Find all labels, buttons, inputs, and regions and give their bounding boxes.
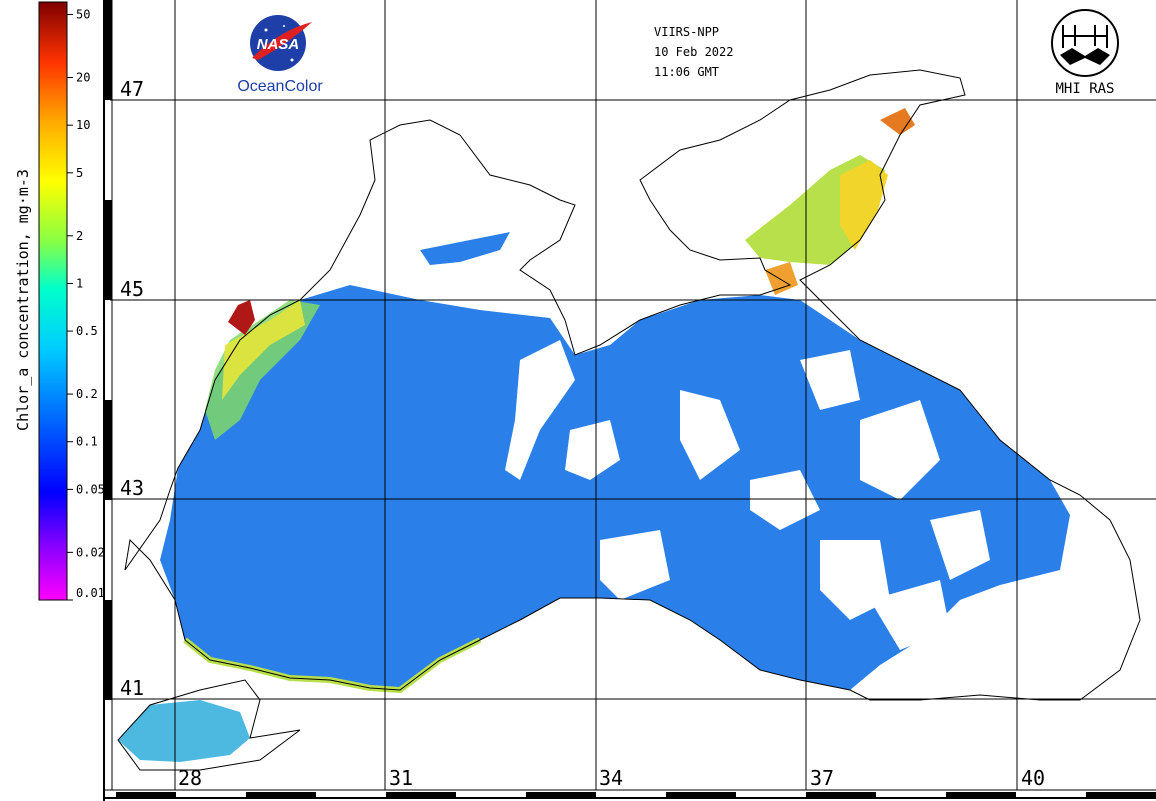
colorbar-tick-label: 0.05 [76,482,105,496]
colorbar-tick-label: 0.02 [76,545,105,559]
cloud-gaps [505,340,990,650]
acquisition-time: 11:06 GMT [654,65,719,79]
lon-label-31: 31 [389,766,413,790]
colorbar-tick-label: 0.1 [76,435,98,449]
image-header: VIIRS-NPP 10 Feb 2022 11:06 GMT [654,25,733,79]
colorbar-tick-label: 1 [76,276,83,290]
west-shelf-yellow [222,300,305,400]
azov-yellow [840,160,888,250]
marmara-coast [117,679,301,771]
west-shelf-green [205,300,320,440]
longitude-labels: 28 31 34 37 40 [178,766,1045,790]
colorbar-gradient [38,1,68,601]
colorbar-tick-label: 10 [76,118,90,132]
acquisition-date: 10 Feb 2022 [654,45,733,59]
colorbar-title: Chlor_a concentration, mg·m-3 [14,169,32,431]
taganrog-bay [880,108,915,135]
karkinit-bay [420,232,510,265]
lat-label-41: 41 [120,676,144,700]
colorbar-tick-label: 5 [76,166,83,180]
colorbar-ticks: 50 20 10 5 2 1 0.5 0.2 0.1 0.05 0.02 0.01 [67,8,105,601]
colorbar-tick-label: 2 [76,229,83,243]
colorbar: Chlor_a concentration, mg·m-3 50 20 10 5 2 1 0… [14,1,105,601]
lat-label-43: 43 [120,476,144,500]
map-frame [103,0,1156,801]
mhi-emblem-icon [1051,9,1119,77]
colorbar-tick-label: 0.01 [76,586,105,600]
lat-label-47: 47 [120,77,144,101]
satellite-name: VIIRS-NPP [654,25,719,39]
nasa-swoosh-icon [252,22,312,60]
coastline [117,69,1141,771]
marmara-sea [118,700,250,762]
latitude-labels: 47 45 43 41 [120,77,144,700]
lon-label-28: 28 [178,766,202,790]
oceancolor-caption: OceanColor [237,78,323,95]
mhi-ras-caption: MHI RAS [1055,81,1114,97]
colorbar-tick-label: 50 [76,8,90,22]
black-sea-coast [124,69,1141,701]
nasa-oceancolor-logo: NASA OceanColor [237,15,323,95]
lat-label-45: 45 [120,277,144,301]
mhi-ras-logo: MHI RAS [1051,9,1119,97]
graticule [110,0,1156,790]
danube-mouth [228,300,255,335]
kerch-strait [765,262,798,295]
colorbar-tick-label: 0.5 [76,324,98,338]
lon-label-34: 34 [599,766,623,790]
nasa-mark: NASA [257,36,300,53]
lon-label-37: 37 [810,766,834,790]
lon-label-40: 40 [1021,766,1045,790]
colorbar-tick-label: 0.2 [76,387,98,401]
colorbar-tick-label: 20 [76,71,90,85]
